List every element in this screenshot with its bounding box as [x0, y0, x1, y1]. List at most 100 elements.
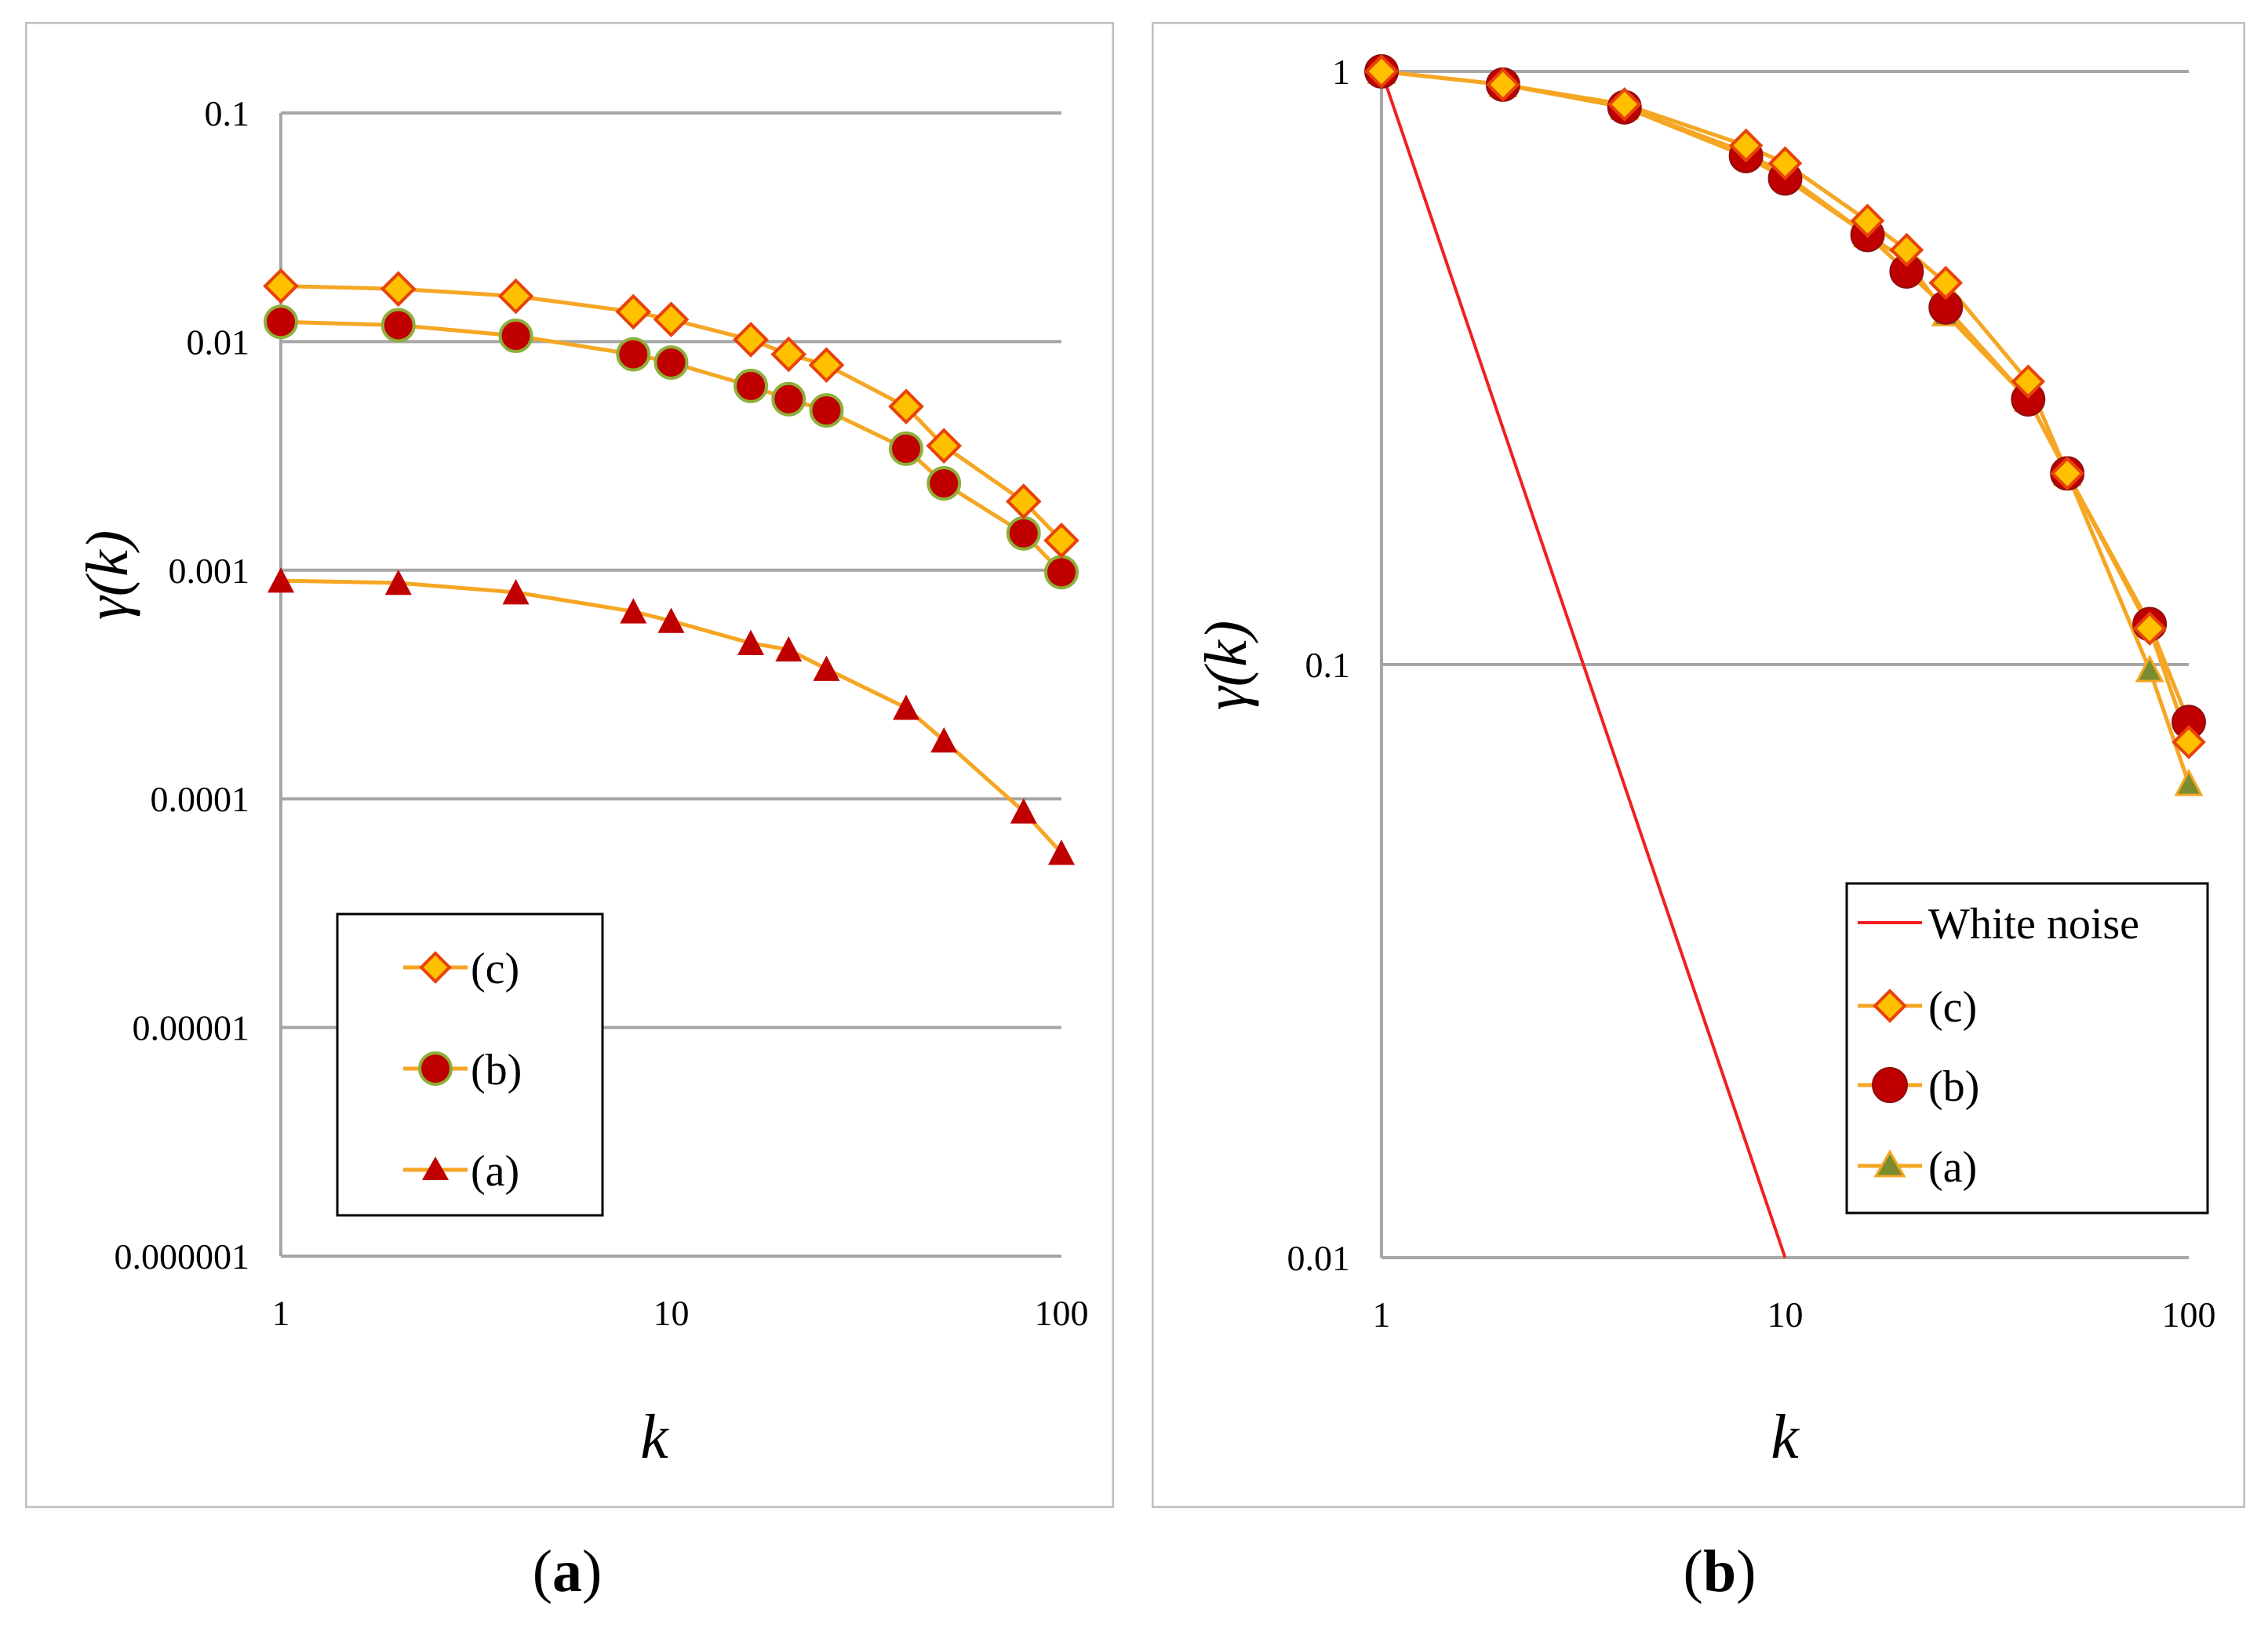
data-point-b [498, 319, 533, 354]
data-point-c [733, 322, 769, 358]
data-point-b [926, 466, 962, 501]
data-point-c [808, 347, 845, 384]
data-point-b [809, 393, 844, 428]
panel-frame [1152, 22, 2245, 1508]
data-point-c [2132, 611, 2167, 646]
legend: (c) (b) (a) [336, 912, 604, 1217]
legend-marker-triangle [422, 1156, 449, 1180]
data-point-b [264, 304, 298, 340]
chart-panel-b: 1 0.1 0.01 1 10 100 k γ(k) White noise (c) (b… [1152, 22, 2245, 1508]
data-point-a [657, 607, 685, 633]
data-point-c [615, 293, 652, 330]
data-point-b [1006, 515, 1041, 551]
x-tick-label: 100 [1035, 1293, 1089, 1333]
tick-labels: 0.1 0.01 0.001 0.0001 0.00001 0.000001 1 10 100 [115, 93, 1089, 1333]
legend: White noise (c) (b) (a) [1845, 882, 2209, 1215]
data-point-c [1928, 265, 1964, 300]
x-axis-label: k [640, 1403, 669, 1472]
x-tick-label: 10 [1767, 1295, 1804, 1335]
x-tick-label: 100 [2162, 1295, 2216, 1335]
data-point-c [2050, 456, 2084, 491]
legend-marker-diamond [419, 951, 452, 984]
data-point-a [2174, 768, 2204, 796]
data-point-c [926, 428, 963, 464]
y-tick-label: 0.01 [1287, 1238, 1351, 1278]
data-point-c [1607, 87, 1642, 122]
data-point-c [888, 388, 924, 424]
series-line-c [1381, 69, 2191, 743]
legend-item-white-noise: White noise [1858, 900, 2139, 949]
legend-marker-circle [1872, 1067, 1908, 1103]
y-tick-label: 0.00001 [133, 1008, 250, 1048]
data-point-c [497, 278, 534, 315]
legend-marker-triangle [1873, 1149, 1906, 1178]
legend-label-c: (c) [1928, 983, 1977, 1032]
data-point-c [1767, 146, 1803, 180]
data-point-b [889, 431, 924, 466]
data-point-c [1364, 54, 1399, 89]
data-point-a [813, 655, 840, 681]
caption-b-letter: b [1702, 1539, 1737, 1604]
legend-label-c: (c) [471, 945, 519, 993]
data-point-a [384, 569, 412, 596]
y-tick-label: 0.000001 [115, 1237, 250, 1277]
y-tick-label: 0.1 [205, 93, 250, 133]
series-line-a [280, 578, 1063, 854]
data-point-c [1889, 232, 1924, 268]
data-point-c [770, 336, 807, 373]
legend-frame [336, 912, 604, 1217]
legend-label-a: (a) [471, 1147, 519, 1196]
legend-label-white-noise: White noise [1928, 900, 2139, 949]
plot-area [263, 268, 1079, 865]
y-tick-label: 0.001 [169, 551, 250, 591]
y-tick-label: 0.1 [1305, 645, 1351, 685]
data-point-a [1048, 840, 1075, 865]
legend-label-b: (b) [471, 1046, 522, 1094]
legend-item-a: (a) [403, 1147, 519, 1196]
y-tick-label: 0.01 [187, 322, 250, 362]
data-point-a [775, 636, 803, 662]
data-point-c [1005, 483, 1042, 519]
data-point-c [1850, 203, 1885, 239]
legend-item-b: (b) [1858, 1062, 1979, 1111]
data-point-c [2011, 364, 2046, 399]
x-axis-label: k [1771, 1403, 1800, 1472]
data-point-b [653, 345, 689, 381]
caption-a: (a) [532, 1539, 602, 1604]
legend-label-b: (b) [1928, 1062, 1979, 1111]
data-point-a [268, 567, 294, 593]
series-line-c [280, 284, 1063, 542]
caption-a-letter: a [552, 1539, 582, 1604]
data-point-a [930, 727, 958, 753]
x-tick-label: 1 [272, 1293, 290, 1333]
grid-lines [1382, 70, 2189, 666]
legend-item-b: (b) [403, 1046, 522, 1094]
data-point-a [620, 598, 647, 624]
y-tick-label: 1 [1332, 52, 1350, 92]
x-tick-label: 1 [1373, 1295, 1391, 1335]
data-point-a [893, 694, 920, 720]
x-tick-label: 10 [653, 1293, 690, 1333]
data-point-c [1486, 67, 1520, 102]
data-point-c [653, 301, 690, 337]
plot-area [1364, 54, 2206, 1258]
data-point-b [734, 368, 769, 403]
data-point-a [737, 629, 765, 655]
y-axis-label: γ(k) [75, 530, 140, 620]
data-point-a [502, 579, 530, 605]
legend-frame [1845, 882, 2209, 1215]
legend-item-a: (a) [1858, 1143, 1977, 1192]
y-axis-label: γ(k) [1193, 621, 1259, 710]
data-point-b [1044, 555, 1079, 590]
panel-frame [25, 22, 1114, 1508]
data-point-a [1010, 798, 1037, 824]
data-point-b [616, 337, 651, 372]
tick-labels: 1 0.1 0.01 1 10 100 [1287, 52, 2216, 1335]
legend-marker-diamond [1873, 989, 1907, 1023]
y-tick-label: 0.0001 [151, 779, 250, 819]
caption-b: (b) [1683, 1539, 1757, 1604]
legend-label-a: (a) [1928, 1143, 1977, 1192]
data-point-c [263, 268, 299, 304]
